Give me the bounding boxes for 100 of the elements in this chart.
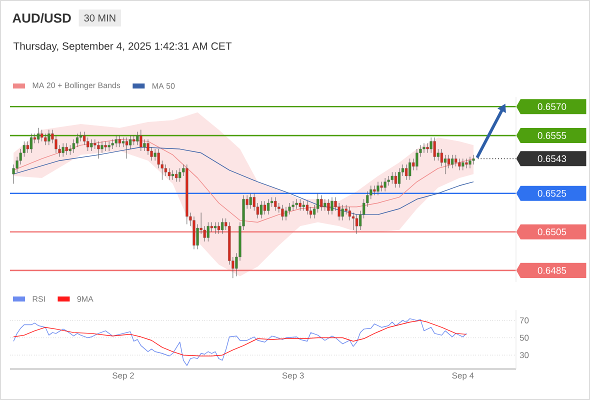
candlestick bbox=[175, 170, 178, 182]
candlestick bbox=[129, 135, 132, 150]
legend-label: 9MA bbox=[77, 296, 94, 302]
candlestick bbox=[171, 170, 174, 180]
candlestick bbox=[373, 185, 376, 196]
candlestick bbox=[422, 143, 426, 154]
candlestick bbox=[72, 139, 75, 154]
candlestick bbox=[267, 198, 270, 215]
candlestick bbox=[206, 222, 210, 242]
candlestick bbox=[270, 196, 274, 208]
candlestick bbox=[384, 178, 386, 192]
candlestick bbox=[196, 224, 199, 250]
candlestick bbox=[451, 154, 454, 169]
candlestick bbox=[348, 206, 351, 221]
candlestick bbox=[298, 198, 302, 211]
candlestick bbox=[341, 204, 344, 221]
candlestick bbox=[408, 158, 412, 180]
candlestick bbox=[157, 148, 160, 169]
candlestick bbox=[168, 168, 171, 180]
candlestick bbox=[454, 154, 458, 167]
candlestick bbox=[44, 133, 47, 146]
candlestick bbox=[462, 158, 464, 170]
candlestick bbox=[136, 131, 139, 146]
candlestick bbox=[394, 172, 397, 188]
candlestick bbox=[26, 141, 29, 154]
candlestick bbox=[48, 130, 50, 146]
candlestick bbox=[274, 196, 277, 211]
y-tick-label: 0.6505 bbox=[538, 228, 566, 236]
x-tick-label: Sep 2 bbox=[112, 372, 134, 380]
candlestick bbox=[97, 141, 100, 159]
candlestick bbox=[214, 222, 217, 234]
legend-label: MA 50 bbox=[152, 83, 175, 89]
candlestick bbox=[90, 139, 93, 152]
candlestick bbox=[330, 196, 334, 215]
candlestick bbox=[118, 135, 121, 148]
candlestick bbox=[86, 137, 90, 152]
candlestick bbox=[302, 200, 305, 211]
candlestick bbox=[416, 148, 418, 170]
candlestick bbox=[249, 193, 252, 210]
y-tick-label: 0.6525 bbox=[538, 190, 566, 197]
candlestick bbox=[260, 200, 263, 219]
candlestick bbox=[12, 164, 15, 184]
candlestick bbox=[344, 204, 348, 215]
candlestick bbox=[164, 164, 167, 176]
candlestick bbox=[40, 130, 44, 142]
candlestick bbox=[370, 185, 372, 200]
y-tick-label: 50 bbox=[520, 334, 529, 341]
candlestick bbox=[68, 144, 72, 156]
y-tick-label: 30 bbox=[520, 352, 529, 358]
candlestick bbox=[100, 141, 104, 154]
x-tick-label: Sep 4 bbox=[452, 372, 474, 380]
candlestick bbox=[405, 164, 408, 180]
text: Thursday, September 4, 2025 1:42:31 AM CET bbox=[13, 42, 232, 52]
candlestick bbox=[316, 193, 320, 213]
candlestick bbox=[355, 214, 358, 234]
candlestick bbox=[390, 172, 394, 184]
line-series bbox=[13, 318, 467, 366]
candlestick bbox=[465, 158, 468, 169]
candlestick bbox=[433, 137, 436, 161]
y-tick-label: 0.6570 bbox=[538, 103, 566, 110]
candlestick bbox=[380, 182, 383, 192]
candlestick bbox=[30, 133, 33, 154]
chart-subtitle: 30 MIN bbox=[84, 14, 116, 22]
y-tick-label: 0.6555 bbox=[538, 132, 566, 139]
x-tick-label: Sep 3 bbox=[282, 372, 304, 380]
candlestick bbox=[132, 135, 136, 146]
candlestick bbox=[472, 154, 475, 165]
candlestick bbox=[221, 218, 224, 234]
candlestick bbox=[108, 141, 110, 152]
legend-label: MA 20 + Bollinger Bands bbox=[32, 82, 120, 90]
candlestick bbox=[398, 168, 401, 188]
candlestick bbox=[284, 206, 288, 221]
candlestick bbox=[444, 154, 447, 174]
candlestick bbox=[140, 130, 142, 152]
candlestick bbox=[122, 137, 125, 148]
y-tick-label: 0.6543 bbox=[538, 155, 566, 162]
candlestick bbox=[295, 198, 298, 210]
candlestick bbox=[62, 143, 64, 157]
candlestick bbox=[104, 141, 107, 152]
candlestick bbox=[468, 156, 472, 169]
candlestick bbox=[154, 148, 156, 161]
candlestick bbox=[178, 168, 182, 182]
y-tick-label: 0.6485 bbox=[538, 267, 566, 274]
candlestick bbox=[324, 198, 326, 211]
chart-title: AUD/USD bbox=[12, 13, 71, 23]
candlestick bbox=[327, 198, 330, 215]
candlestick bbox=[217, 222, 220, 234]
candlestick bbox=[125, 137, 128, 159]
candlestick bbox=[252, 193, 256, 211]
candlestick bbox=[281, 204, 284, 221]
candlestick bbox=[426, 143, 429, 154]
candlestick bbox=[114, 135, 118, 148]
candlestick bbox=[306, 200, 309, 215]
legend-label: RSI bbox=[32, 296, 45, 302]
candlestick bbox=[65, 143, 68, 156]
candlestick bbox=[376, 182, 380, 196]
y-tick-label: 70 bbox=[520, 317, 529, 324]
candlestick bbox=[320, 195, 323, 211]
candlestick bbox=[292, 200, 294, 211]
candlestick bbox=[143, 139, 146, 152]
